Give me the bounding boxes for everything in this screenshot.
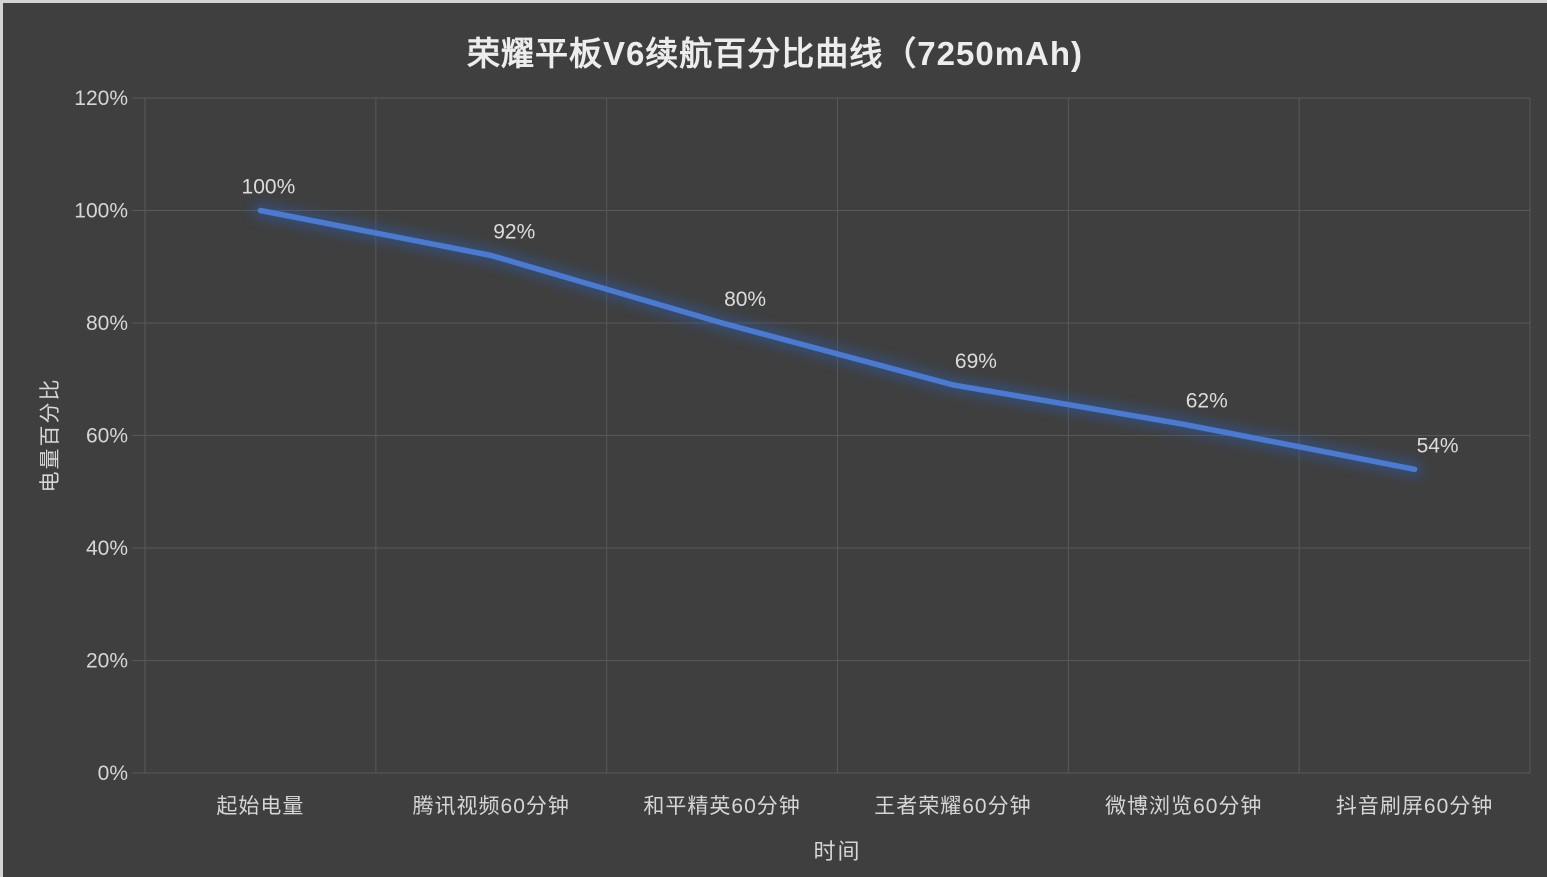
y-tick-label: 80%: [86, 312, 128, 335]
y-tick-label: 20%: [86, 650, 128, 673]
plot-area: 0% 20% 40% 60% 80% 100% 120% 起始电量 腾讯视频60分钟 和平精英60…: [74, 87, 1531, 818]
x-axis-title: 时间: [813, 839, 862, 864]
labels-layer: 0% 20% 40% 60% 80% 100% 120% 起始电量 腾讯视频60分钟 和平精英60…: [74, 87, 1493, 818]
x-category-label: 和平精英60分钟: [643, 795, 800, 818]
gridlines: [132, 97, 1531, 774]
y-tick-label: 0%: [98, 762, 128, 785]
x-category-label: 王者荣耀60分钟: [874, 795, 1031, 818]
x-category-label: 微博浏览60分钟: [1105, 795, 1262, 818]
y-axis-title: 电量百分比: [39, 377, 62, 493]
chart-title: 荣耀平板V6续航百分比曲线（7250mAh): [466, 35, 1084, 72]
series-layer: [251, 202, 1424, 478]
data-label: 92%: [493, 221, 535, 244]
data-label: 80%: [724, 288, 766, 311]
y-tick-label: 60%: [86, 425, 128, 448]
x-category-label: 起始电量: [216, 795, 304, 818]
series-line: [257, 207, 1418, 473]
data-label: 62%: [1186, 389, 1228, 412]
x-category-label: 抖音刷屏60分钟: [1336, 795, 1493, 818]
data-label: 54%: [1417, 434, 1459, 457]
y-tick-label: 120%: [74, 87, 128, 110]
y-tick-label: 40%: [86, 537, 128, 560]
x-category-label: 腾讯视频60分钟: [413, 795, 570, 818]
data-label: 100%: [242, 176, 296, 199]
y-tick-label: 100%: [74, 200, 128, 223]
data-label: 69%: [955, 350, 997, 373]
